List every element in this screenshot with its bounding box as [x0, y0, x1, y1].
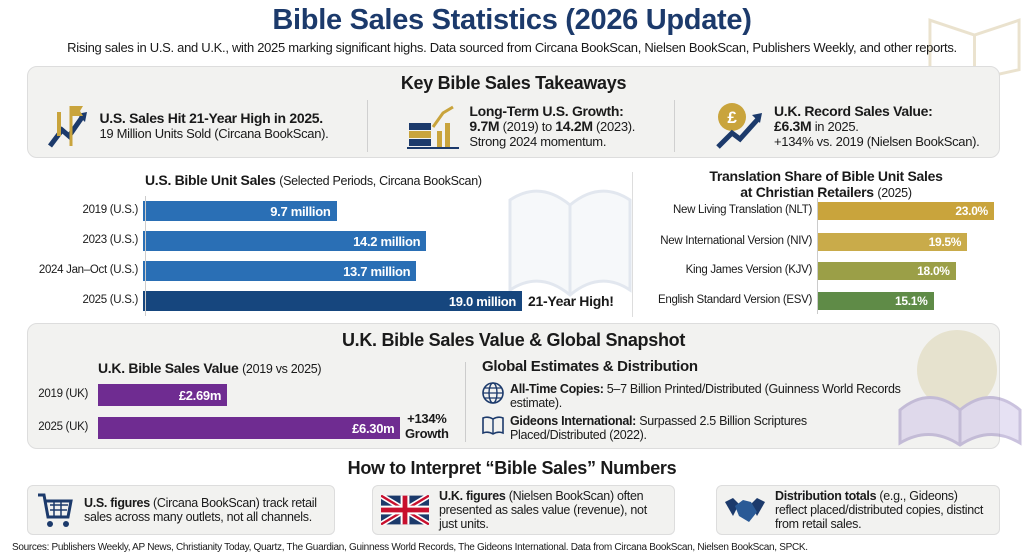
value: 14.2M: [555, 117, 593, 134]
translation-share-chart: New Living Translation (NLT) 23.0% New Int…: [0, 196, 1024, 316]
title: at Christian Retailers: [740, 184, 874, 200]
rising-arrow-flag-icon: [48, 106, 88, 148]
growth-percent: +134%: [407, 411, 447, 426]
data-label: 15.1%: [894, 294, 928, 308]
open-book-watermark-icon: [508, 189, 632, 297]
interpret-card: U.K. figures (Nielsen BookScan) often pr…: [372, 485, 675, 535]
item-title: All-Time Copies:: [510, 382, 604, 396]
category-label: 2025 (UK): [38, 421, 88, 433]
global-item: All-Time Copies: 5–7 Billion Printed/Dis…: [482, 382, 902, 410]
takeaway-text: Strong 2024 momentum.: [469, 133, 607, 149]
card-title: Distribution totals: [775, 489, 877, 503]
annotation: 21-Year High!: [528, 293, 614, 309]
title: U.K. Bible Sales Value: [98, 360, 239, 376]
bar: 9.7 million: [143, 201, 337, 221]
pound-coin-arrow-icon: £: [716, 103, 762, 149]
uk-heading: U.K. Bible Sales Value & Global Snapshot: [341, 330, 686, 350]
title: Translation Share of Bible Unit Sales: [709, 168, 943, 184]
interpret-heading: How to Interpret “Bible Sales” Numbers: [347, 458, 677, 478]
card-title: U.S. figures: [84, 496, 150, 510]
svg-text:£: £: [727, 108, 737, 127]
category-label: King James Version (KJV): [685, 264, 813, 276]
shopping-cart-icon: [38, 493, 73, 527]
sources-footnote: Sources: Publishers Weekly, AP News, Chr…: [12, 542, 808, 553]
takeaway-item: U.S. Sales Hit 21-Year High in 2025. 19 M…: [47, 100, 329, 152]
value: £6.3M: [773, 117, 812, 134]
card-text: (Circana BookScan) track retail sales ac…: [84, 496, 317, 524]
bar: 18.0%: [818, 262, 956, 280]
takeaway-text: 19 Million Units Sold (Circana BookScan)…: [99, 126, 329, 141]
bar: £2.69m: [98, 384, 228, 406]
takeaways-panel: Key Bible Sales Takeaways U.S. Sales Hit…: [27, 66, 1000, 158]
page-subtitle: Rising sales in U.S. and U.K., with 2025…: [67, 40, 957, 55]
data-label: 9.7 million: [270, 203, 331, 219]
title-note: (2019 vs 2025): [242, 362, 322, 376]
takeaways-heading: Key Bible Sales Takeaways: [400, 73, 627, 93]
open-book-icon: [482, 416, 504, 435]
bar: 19.0 million: [143, 291, 523, 311]
data-label: 19.5%: [928, 235, 962, 249]
growth-annotation: +134% Growth: [405, 411, 449, 441]
category-label: New Living Translation (NLT): [672, 204, 812, 216]
category-label: 2019 (UK): [38, 388, 88, 400]
globe-book-watermark-icon: [898, 330, 1022, 447]
uk-chart-title: U.K. Bible Sales Value (2019 vs 2025): [98, 360, 322, 376]
takeaway-title: U.S. Sales Hit 21-Year High in 2025.: [99, 110, 323, 126]
page-title: Bible Sales Statistics (2026 Update): [272, 4, 752, 36]
global-item: Gideons International: Surpassed 2.5 Bil…: [482, 414, 902, 442]
data-label: 13.7 million: [343, 263, 411, 279]
translation-chart-title: Translation Share of Bible Unit Sales at …: [640, 168, 1012, 201]
title: U.S. Bible Unit Sales: [145, 172, 276, 188]
category-label: English Standard Version (ESV): [657, 294, 812, 306]
us-chart-title: U.S. Bible Unit Sales (Selected Periods,…: [145, 172, 482, 188]
data-label: 14.2 million: [353, 233, 421, 249]
data-label: £2.69m: [178, 387, 222, 403]
bar: £6.30m: [98, 417, 401, 439]
takeaway-item: £ U.K. Record Sales Value: £6.3M in 2025.…: [714, 100, 980, 152]
category-label: 2019 (U.S.): [82, 204, 138, 216]
item-text: Surpassed 2.5 Billion Scriptures Placed/…: [510, 414, 807, 442]
bar: 13.7 million: [143, 261, 417, 281]
takeaway-title: Long-Term U.S. Growth:: [469, 102, 624, 119]
category-label: 2024 Jan–Oct (U.S.): [38, 264, 138, 276]
title-note: (2025): [877, 186, 912, 200]
takeaway-title: U.K. Record Sales Value:: [773, 102, 933, 119]
item-text: 5–7 Billion Printed/Distributed (Guinnes…: [510, 382, 901, 410]
bar: 15.1%: [818, 292, 934, 310]
title-note: (Selected Periods, Circana BookScan): [279, 174, 482, 188]
value: 9.7M: [469, 117, 500, 134]
growth-label: Growth: [405, 426, 449, 441]
bar: 23.0%: [818, 202, 994, 220]
bar: 19.5%: [818, 233, 968, 251]
globe-icon: [482, 382, 504, 404]
handshake-icon: [725, 498, 765, 522]
global-heading: Global Estimates & Distribution: [482, 358, 698, 375]
data-label: 18.0%: [917, 264, 950, 278]
data-label: £6.30m: [352, 420, 395, 436]
category-label: 2023 (U.S.): [82, 234, 138, 246]
takeaway-text: +134% vs. 2019 (Nielsen BookScan).: [773, 133, 980, 149]
data-label: 23.0%: [955, 204, 988, 218]
data-label: 19.0 million: [448, 293, 517, 309]
category-label: New International Version (NIV): [660, 235, 812, 247]
takeaway-item: Long-Term U.S. Growth: 9.7M (2019) to 14.…: [407, 100, 635, 152]
uk-flag-icon: [381, 495, 429, 525]
uk-sales-value-chart: 2019 (UK) £2.69m 2025 (UK) £6.30m: [0, 380, 470, 445]
item-title: Gideons International:: [510, 414, 637, 428]
category-label: 2025 (U.S.): [82, 294, 138, 306]
books-growth-chart-icon: [407, 105, 460, 149]
bar: 14.2 million: [143, 231, 427, 251]
text: in 2025.: [811, 118, 859, 134]
card-title: U.K. figures: [439, 489, 506, 503]
text: (2023).: [592, 118, 636, 134]
us-unit-sales-chart: 2019 (U.S.) 9.7 million 2023 (U.S.) 14.2 mi…: [0, 196, 640, 316]
interpret-card: U.S. figures (Circana BookScan) track re…: [27, 485, 335, 535]
card-text: (e.g., Gideons) reflect placed/distribut…: [775, 489, 984, 531]
card-text: (Nielsen BookScan) often presented as sa…: [439, 489, 647, 531]
text: (2019) to: [499, 118, 556, 134]
interpret-card: Distribution totals (e.g., Gideons) refl…: [716, 485, 1000, 535]
